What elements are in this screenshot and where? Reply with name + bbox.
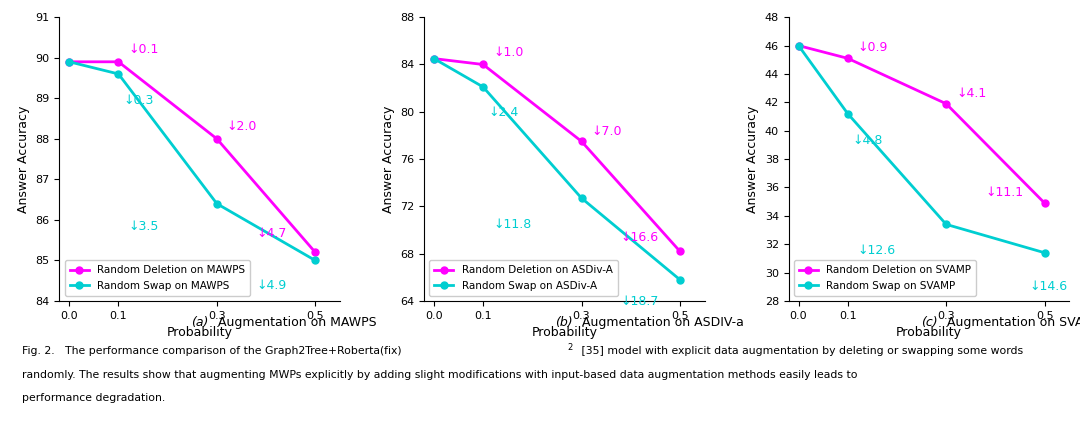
Text: ↓0.9: ↓0.9 — [858, 41, 888, 54]
Random Deletion on ASDiv-A — [428, 56, 441, 61]
Text: ↓12.6: ↓12.6 — [858, 244, 895, 257]
Random Deletion on MAWPS — [211, 136, 224, 141]
Random Swap on MAWPS — [211, 201, 224, 206]
Text: Augmentation on MAWPS: Augmentation on MAWPS — [214, 316, 376, 329]
Text: ↓14.6: ↓14.6 — [1030, 280, 1068, 293]
Random Swap on SVAMP — [940, 222, 953, 227]
Random Deletion on ASDiv-A — [575, 139, 588, 144]
Random Deletion on ASDiv-A — [476, 62, 489, 67]
X-axis label: Probability: Probability — [531, 326, 597, 339]
Text: ↓11.8: ↓11.8 — [492, 218, 531, 231]
Text: [35] model with explicit data augmentation by deleting or swapping some words: [35] model with explicit data augmentati… — [578, 346, 1023, 356]
Text: ↓16.6: ↓16.6 — [621, 231, 659, 244]
Random Deletion on MAWPS — [309, 250, 322, 255]
Text: ↓18.7: ↓18.7 — [621, 295, 659, 308]
Text: ↓4.8: ↓4.8 — [853, 134, 883, 147]
Text: performance degradation.: performance degradation. — [22, 393, 165, 403]
Text: ↓4.7: ↓4.7 — [256, 227, 286, 240]
Line: Random Deletion on ASDiv-A: Random Deletion on ASDiv-A — [431, 55, 684, 255]
Text: ↓4.9: ↓4.9 — [256, 279, 286, 292]
Text: (a): (a) — [191, 316, 208, 329]
Text: ↓0.3: ↓0.3 — [123, 94, 153, 107]
Random Swap on SVAMP — [841, 111, 854, 116]
X-axis label: Probability: Probability — [896, 326, 962, 339]
Text: (c): (c) — [920, 316, 937, 329]
Random Swap on ASDiv-A — [428, 56, 441, 61]
Line: Random Swap on ASDiv-A: Random Swap on ASDiv-A — [431, 55, 684, 283]
Line: Random Deletion on SVAMP: Random Deletion on SVAMP — [795, 42, 1048, 206]
Random Swap on SVAMP — [1038, 250, 1051, 255]
Line: Random Swap on MAWPS: Random Swap on MAWPS — [66, 58, 319, 264]
Random Swap on MAWPS — [63, 59, 76, 64]
Text: Augmentation on SVAMP: Augmentation on SVAMP — [943, 316, 1080, 329]
Random Swap on ASDiv-A — [575, 196, 588, 201]
Random Deletion on MAWPS — [63, 59, 76, 64]
Text: ↓1.0: ↓1.0 — [492, 46, 524, 58]
Random Deletion on SVAMP — [1038, 200, 1051, 206]
Random Deletion on SVAMP — [841, 56, 854, 61]
Text: ↓2.4: ↓2.4 — [488, 106, 518, 119]
Random Swap on MAWPS — [309, 258, 322, 263]
Text: randomly. The results show that augmenting MWPs explicitly by adding slight modi: randomly. The results show that augmenti… — [22, 370, 858, 380]
Random Swap on MAWPS — [112, 71, 125, 77]
Text: ↓4.1: ↓4.1 — [956, 86, 986, 99]
Y-axis label: Answer Accuracy: Answer Accuracy — [381, 105, 394, 213]
Text: Augmentation on ASDIV-a: Augmentation on ASDIV-a — [579, 316, 744, 329]
Legend: Random Deletion on ASDiv-A, Random Swap on ASDiv-A: Random Deletion on ASDiv-A, Random Swap … — [429, 260, 618, 296]
Random Deletion on SVAMP — [940, 101, 953, 106]
Random Deletion on SVAMP — [792, 43, 805, 48]
Line: Random Deletion on MAWPS: Random Deletion on MAWPS — [66, 58, 319, 256]
Y-axis label: Answer Accuracy: Answer Accuracy — [746, 105, 759, 213]
Legend: Random Deletion on SVAMP, Random Swap on SVAMP: Random Deletion on SVAMP, Random Swap on… — [794, 260, 976, 296]
Text: Fig. 2.   The performance comparison of the Graph2Tree+Roberta(fix): Fig. 2. The performance comparison of th… — [22, 346, 402, 356]
Text: ↓11.1: ↓11.1 — [986, 186, 1024, 199]
Random Swap on SVAMP — [792, 43, 805, 48]
Text: ↓3.5: ↓3.5 — [129, 220, 159, 233]
Text: (b): (b) — [555, 316, 573, 329]
Legend: Random Deletion on MAWPS, Random Swap on MAWPS: Random Deletion on MAWPS, Random Swap on… — [65, 260, 251, 296]
Text: ↓2.0: ↓2.0 — [227, 120, 257, 133]
Line: Random Swap on SVAMP: Random Swap on SVAMP — [795, 42, 1048, 256]
Random Deletion on ASDiv-A — [674, 249, 687, 254]
Random Swap on ASDiv-A — [476, 84, 489, 89]
Text: ↓0.1: ↓0.1 — [129, 43, 159, 56]
Text: 2: 2 — [567, 343, 572, 352]
Y-axis label: Answer Accuracy: Answer Accuracy — [17, 105, 30, 213]
X-axis label: Probability: Probability — [166, 326, 232, 339]
Text: ↓7.0: ↓7.0 — [592, 125, 622, 138]
Random Deletion on MAWPS — [112, 59, 125, 64]
Random Swap on ASDiv-A — [674, 277, 687, 283]
